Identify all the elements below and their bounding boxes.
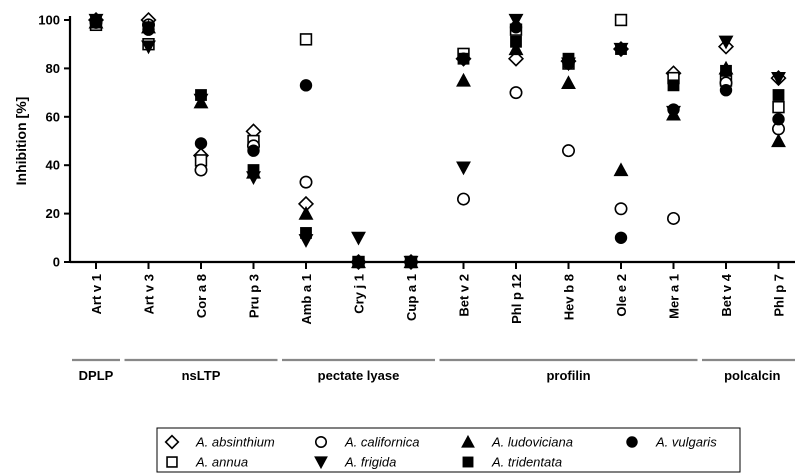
point-a-ludoviciana-phl-p-7 — [771, 133, 786, 148]
point-a-californica-ole-e-2 — [614, 202, 628, 216]
point-a-californica-bet-v-2 — [456, 192, 470, 206]
series-a-annua — [89, 13, 785, 269]
point-a-tridentata-amb-a-1 — [300, 227, 312, 239]
x-tick-label-art-v-1: Art v 1 — [89, 274, 104, 314]
point-a-vulgaris-cup-a-1 — [404, 255, 418, 269]
legend-marker-a-californica — [314, 435, 328, 449]
y-tick-label: 60 — [46, 109, 60, 124]
point-a-vulgaris-ole-e-2 — [614, 231, 628, 245]
legend-label-a-frigida: A. frigida — [344, 455, 396, 470]
legend-label-a-vulgaris: A. vulgaris — [655, 435, 717, 450]
point-a-vulgaris-art-v-3 — [142, 23, 155, 36]
series-a-ludoviciana — [88, 14, 786, 269]
x-tick-label-ole-e-2: Ole e 2 — [614, 274, 629, 317]
point-a-ludoviciana-hev-b-8 — [561, 75, 576, 90]
point-a-californica-mer-a-1 — [666, 211, 680, 225]
series-a-absinthium — [87, 11, 787, 271]
point-a-annua-ole-e-2 — [614, 13, 628, 27]
point-a-tridentata-phl-p-7 — [772, 89, 785, 101]
x-tick-label-cry-j-1: Cry j 1 — [352, 274, 367, 314]
group-label-profilin: profilin — [546, 368, 590, 383]
x-tick-label-art-v-3: Art v 3 — [142, 274, 157, 314]
y-tick-label: 100 — [38, 13, 60, 28]
point-a-absinthium-phl-p-12 — [507, 50, 525, 67]
series-a-vulgaris — [89, 16, 785, 269]
legend-box — [156, 427, 741, 473]
point-a-ludoviciana-bet-v-2 — [456, 72, 471, 87]
legend-label-a-ludoviciana: A. ludoviciana — [491, 435, 573, 450]
point-a-tridentata-mer-a-1 — [667, 79, 680, 92]
point-a-tridentata-bet-v-4 — [720, 64, 732, 77]
legend-label-a-annua: A. annua — [195, 455, 248, 470]
legend-marker-a-frigida — [314, 456, 328, 470]
y-tick-label: 20 — [46, 206, 60, 221]
point-a-vulgaris-phl-p-12 — [509, 21, 523, 34]
point-a-californica-cor-a-8 — [194, 163, 208, 177]
point-a-frigida-cry-j-1 — [351, 231, 366, 246]
legend-label-a-absinthium: A. absinthium — [195, 435, 275, 450]
legend-marker-a-vulgaris — [626, 436, 638, 448]
legend-label-a-tridentata: A. tridentata — [491, 455, 562, 470]
legend: A. absinthium A. californica A. ludovician… — [156, 427, 741, 473]
point-a-vulgaris-cor-a-8 — [194, 137, 208, 150]
legend-label-a-californica: A. californica — [344, 435, 419, 450]
x-tick-label-bet-v-2: Bet v 2 — [457, 274, 472, 317]
point-a-vulgaris-pru-p-3 — [247, 144, 260, 157]
x-tick-label-phl-p-12: Phl p 12 — [509, 274, 524, 324]
point-a-vulgaris-bet-v-2 — [457, 52, 470, 65]
x-tick-label-phl-p-7: Phl p 7 — [772, 274, 787, 317]
point-a-ludoviciana-amb-a-1 — [298, 205, 314, 220]
point-a-californica-amb-a-1 — [299, 175, 313, 189]
x-tick-label-bet-v-4: Bet v 4 — [719, 273, 734, 316]
group-label-nsltp: nsLTP — [182, 368, 221, 383]
category-groups: DPLP nsLTP pectate lyase profilin polcalcin — [72, 358, 795, 383]
point-a-vulgaris-cry-j-1 — [352, 255, 365, 269]
point-a-annua-amb-a-1 — [299, 33, 313, 46]
group-label-dplp: DPLP — [79, 368, 114, 383]
point-a-vulgaris-art-v-1 — [89, 16, 103, 29]
point-a-tridentata-pru-p-3 — [247, 164, 260, 176]
legend-marker-a-tridentata — [462, 456, 474, 468]
point-a-vulgaris-mer-a-1 — [667, 103, 680, 116]
point-a-vulgaris-hev-b-8 — [562, 57, 575, 70]
x-tick-label-cup-a-1: Cup a 1 — [404, 274, 419, 321]
legend-marker-a-absinthium — [164, 434, 180, 450]
series-a-tridentata — [90, 14, 785, 268]
point-a-frigida-art-v-3 — [141, 40, 156, 55]
point-a-frigida-bet-v-2 — [456, 161, 471, 176]
group-label-polcalcin: polcalcin — [724, 368, 780, 383]
point-a-californica-phl-p-12 — [509, 86, 523, 100]
y-axis-label: Inhibition [%] — [13, 97, 29, 186]
point-a-ludoviciana-phl-p-12 — [508, 41, 524, 56]
point-a-tridentata-cor-a-8 — [195, 89, 207, 101]
x-tick-label-cor-a-8: Cor a 8 — [194, 274, 209, 318]
y-tick-label: 80 — [46, 61, 60, 76]
point-a-frigida-bet-v-4 — [718, 35, 734, 50]
legend-marker-a-annua — [166, 456, 178, 468]
series-a-californica — [89, 15, 785, 269]
y-tick-label: 40 — [46, 158, 60, 173]
point-a-tridentata-ole-e-2 — [615, 43, 627, 55]
x-tick-label-mer-a-1: Mer a 1 — [667, 274, 682, 319]
point-a-ludoviciana-cor-a-8 — [193, 94, 209, 109]
x-tick-label-amb-a-1: Amb a 1 — [299, 274, 314, 325]
data-marks — [87, 11, 787, 271]
x-tick-label-hev-b-8: Hev b 8 — [562, 274, 577, 320]
point-a-frigida-phl-p-12 — [508, 13, 524, 28]
y-tick-label: 0 — [53, 255, 60, 270]
point-a-frigida-phl-p-7 — [771, 71, 786, 86]
group-label-pectate-lyase: pectate lyase — [318, 368, 400, 383]
point-a-vulgaris-amb-a-1 — [299, 79, 313, 92]
point-a-annua-phl-p-7 — [772, 100, 785, 114]
x-tick-label-pru-p-3: Pru p 3 — [247, 274, 262, 318]
axes: 0 20 40 60 80 100 Inhibition [%] Art v 1 Art v 3… — [13, 13, 795, 325]
point-a-tridentata-phl-p-12 — [510, 35, 522, 48]
legend-marker-a-ludoviciana — [461, 434, 475, 448]
point-a-vulgaris-phl-p-7 — [772, 113, 785, 126]
series-a-frigida — [88, 13, 786, 270]
point-a-vulgaris-bet-v-4 — [719, 83, 733, 97]
point-a-ludoviciana-ole-e-2 — [613, 162, 629, 177]
point-a-californica-hev-b-8 — [561, 144, 575, 158]
